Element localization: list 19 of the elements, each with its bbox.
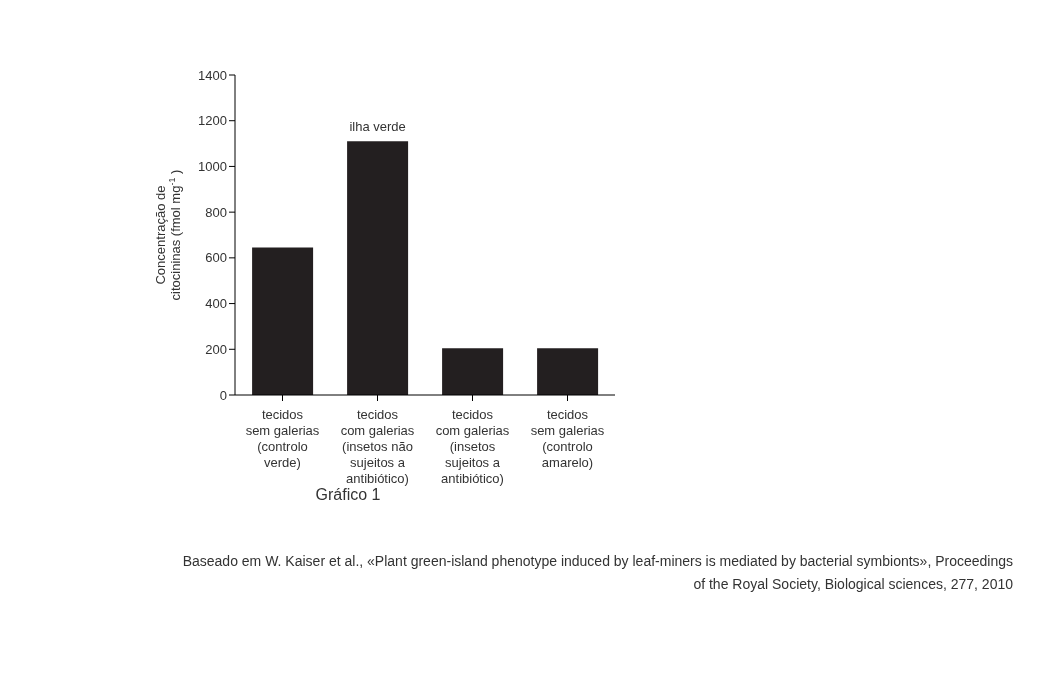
y-tick-label: 1200 xyxy=(198,113,227,129)
x-tick-label: tecidos sem galerias (controlo amarelo) xyxy=(530,407,605,470)
y-tick-label: 1000 xyxy=(198,159,227,175)
y-tick-label: 400 xyxy=(205,296,227,312)
y-tick-label: 600 xyxy=(205,250,227,266)
text: Baseado em W. Kaiser et al., «Plant green-island phenotype induced by leaf-miners is mediated by bacterial symbionts», Proceedings of the Royal Society, Biological sciences, 277, 2010 xyxy=(181,552,1013,594)
x-tick-label: tecidos com galerias (insetos sujeitos a antibiótico) xyxy=(435,407,510,486)
bar xyxy=(537,348,599,395)
y-tick-label: 0 xyxy=(219,387,227,403)
y-tick-label: 1400 xyxy=(198,67,227,83)
bar xyxy=(252,247,314,395)
text: Gráfico 1 xyxy=(314,486,382,504)
bar xyxy=(442,348,504,395)
annotation: ilha verde xyxy=(349,119,406,135)
x-tick-label: tecidos sem galerias (controlo verde) xyxy=(245,407,320,470)
bar xyxy=(347,141,409,395)
x-tick-label: tecidos com galerias (insetos não sujeitos a antibiótico) xyxy=(340,407,415,486)
y-tick-label: 800 xyxy=(205,204,227,220)
y-tick-label: 200 xyxy=(205,341,227,357)
